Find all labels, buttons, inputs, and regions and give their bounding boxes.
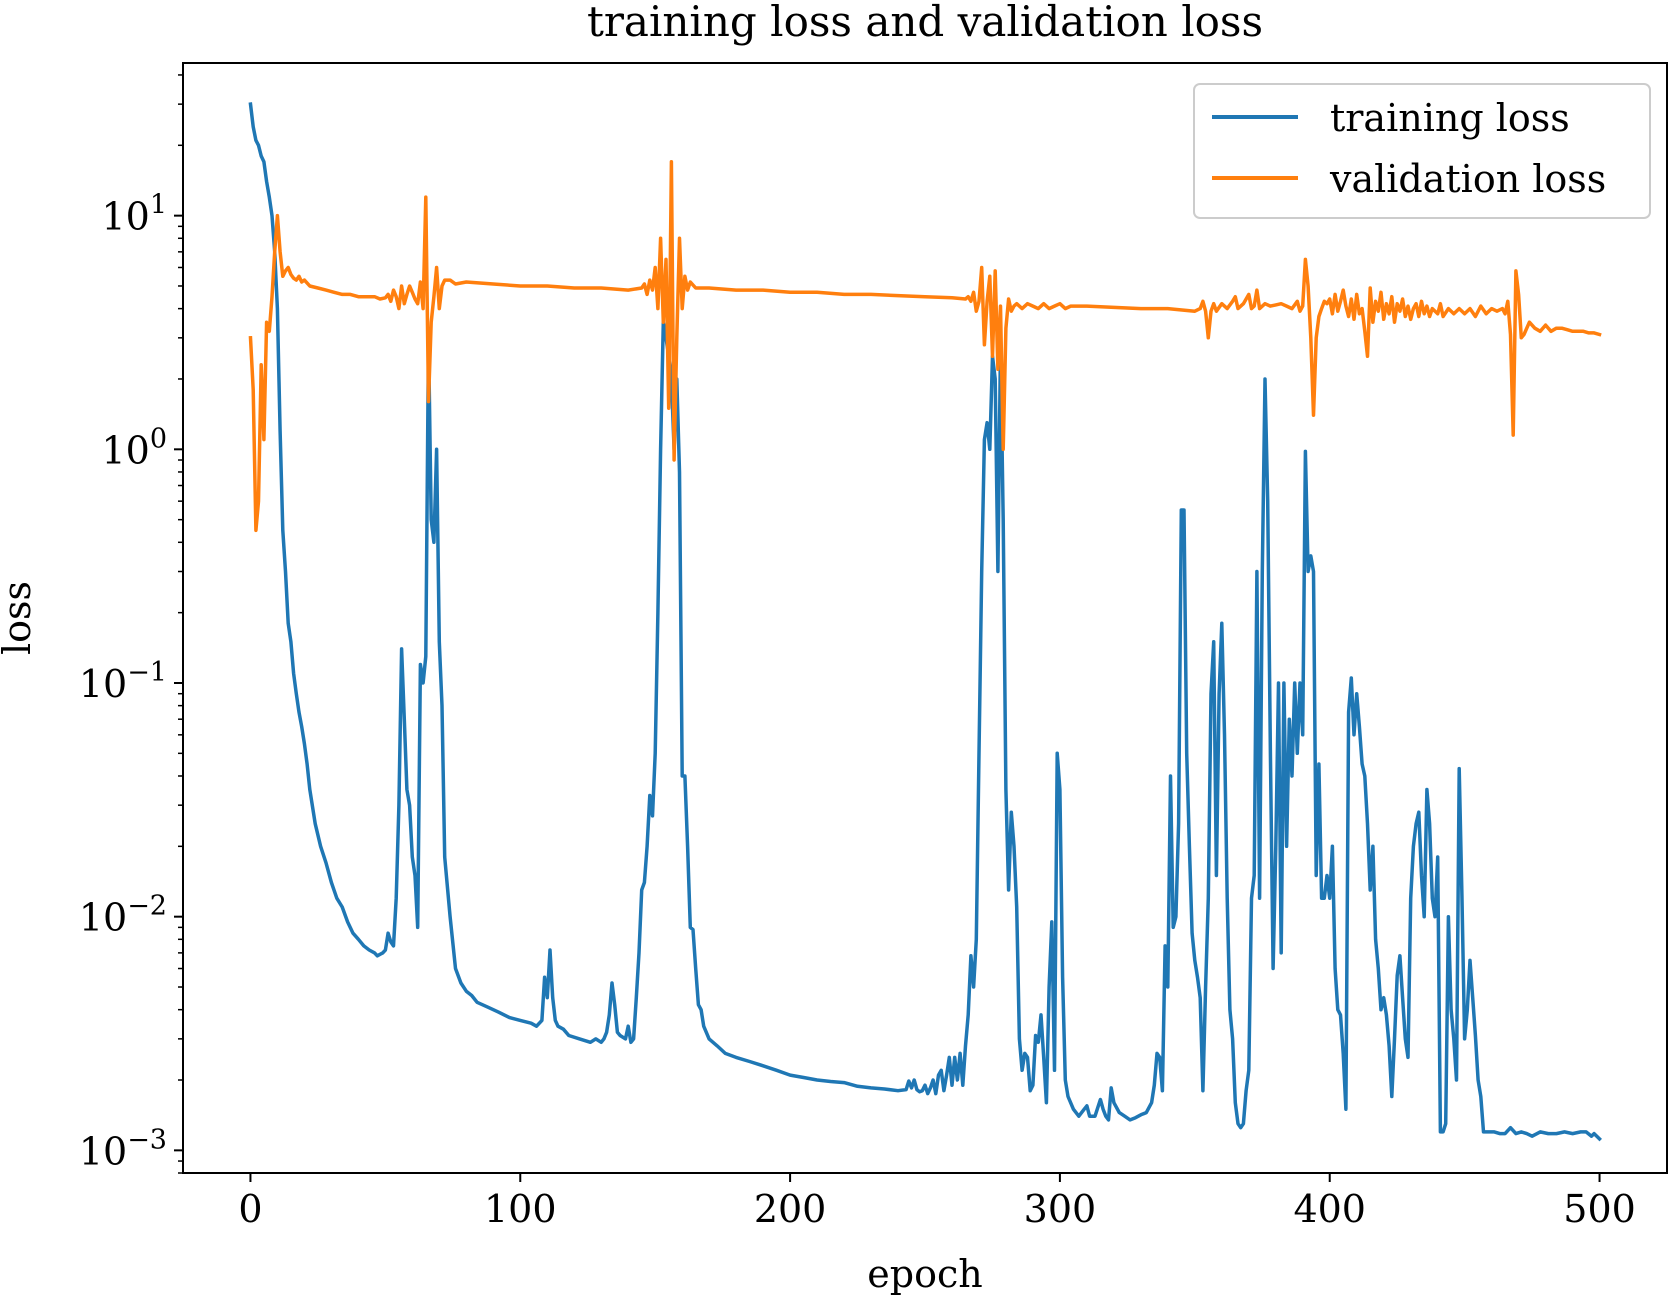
y-tick-label: 100 <box>101 423 167 472</box>
x-tick-label: 400 <box>1293 1187 1366 1231</box>
x-tick-label: 100 <box>484 1187 557 1231</box>
series-line-validation-loss <box>248 160 1602 533</box>
x-tick-label: 0 <box>238 1187 262 1231</box>
y-axis-label: loss <box>0 581 39 655</box>
x-tick-label: 300 <box>1024 1187 1097 1231</box>
x-axis: 0 100 200 300 400 500 <box>238 1173 1636 1231</box>
series-layer <box>248 102 1602 1142</box>
series-line-training-loss <box>248 102 1602 1142</box>
x-tick-label: 200 <box>754 1187 827 1231</box>
legend-label-validation-loss: validation loss <box>1329 157 1606 201</box>
y-tick-label: 10−3 <box>79 1124 167 1173</box>
legend-label-training-loss: training loss <box>1330 96 1570 140</box>
legend-box <box>1193 83 1651 219</box>
x-axis-label: epoch <box>867 1252 982 1296</box>
y-tick-label: 101 <box>101 190 167 239</box>
chart-title: training loss and validation loss <box>587 0 1263 46</box>
x-tick-label: 500 <box>1563 1187 1636 1231</box>
plot-frame <box>182 62 1668 1174</box>
y-tick-label: 10−2 <box>79 891 167 940</box>
y-tick-label: 10−1 <box>79 657 167 706</box>
legend: training loss validation loss <box>1193 83 1651 219</box>
y-axis: 10−3 10−2 10−1 100 101 <box>79 74 183 1174</box>
